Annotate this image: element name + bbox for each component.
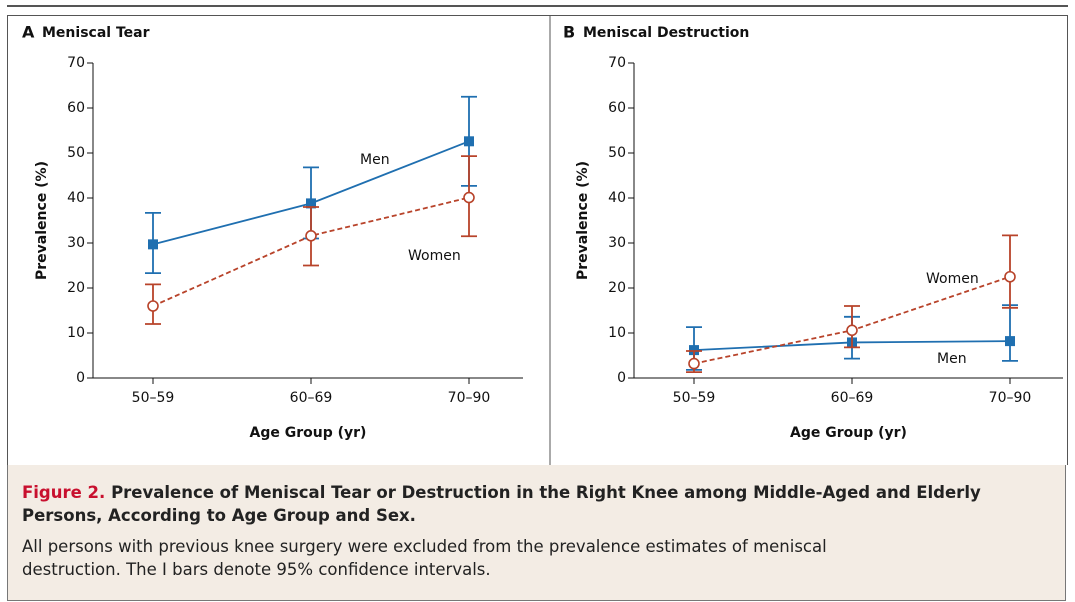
y-tick-label: 60 [67,100,85,116]
marker [306,198,316,209]
marker [1005,336,1015,347]
caption-label: Figure 2. [22,483,106,502]
panel-frame [7,15,1068,465]
y-tick-label: 10 [608,325,626,341]
y-tick-label: 20 [67,280,85,296]
y-tick-label: 50 [67,145,85,161]
y-tick-label: 20 [608,280,626,296]
y-tick-label: 0 [76,370,85,386]
x-axis-label: Age Group (yr) [790,425,907,441]
caption-text: All persons with previous knee surgery w… [22,537,827,579]
marker [1004,270,1016,283]
y-tick-label: 30 [67,235,85,251]
series-label: Men [937,351,967,367]
marker [463,191,475,204]
marker [148,239,158,250]
series-label: Women [408,248,461,264]
marker [305,230,317,242]
x-tick-label: 50–59 [132,390,175,406]
error-bar [1002,304,1018,362]
marker [688,357,700,370]
x-tick-label: 60–69 [831,390,874,406]
y-tick-label: 40 [67,190,85,206]
y-tick-label: 0 [617,370,626,386]
panel-letter: B [563,23,575,42]
series-label: Men [360,152,390,168]
marker [846,324,858,337]
marker [464,136,474,147]
x-tick-label: 50–59 [673,390,716,406]
x-tick-label: 60–69 [290,390,333,406]
y-tick-label: 50 [608,145,626,161]
y-tick-label: 60 [608,100,626,116]
y-tick-label: 70 [67,55,85,71]
caption: Figure 2. Prevalence of Meniscal Tear or… [7,465,1066,601]
x-tick-label: 70–90 [989,390,1032,406]
panel-title: Meniscal Destruction [583,25,749,41]
figure: A Meniscal Tear 0 10 20 30 40 50 60 70 50–59 60–69 7… [7,5,1068,465]
marker [147,300,159,312]
y-tick-label: 70 [608,55,626,71]
caption-title: Prevalence of Meniscal Tear or Destructi… [22,483,981,525]
panel-title: Meniscal Tear [42,25,150,41]
caption-title-block: Figure 2. Prevalence of Meniscal Tear or… [22,481,1051,527]
series-label: Women [926,271,979,287]
x-tick-label: 70–90 [448,390,491,406]
y-tick-label: 40 [608,190,626,206]
y-tick-label: 10 [67,325,85,341]
y-tick-label: 30 [608,235,626,251]
panel-letter: A [22,23,35,42]
y-axis-label: Prevalence (%) [34,161,50,280]
x-axis-label: Age Group (yr) [250,425,367,441]
y-axis-label: Prevalence (%) [575,161,591,280]
